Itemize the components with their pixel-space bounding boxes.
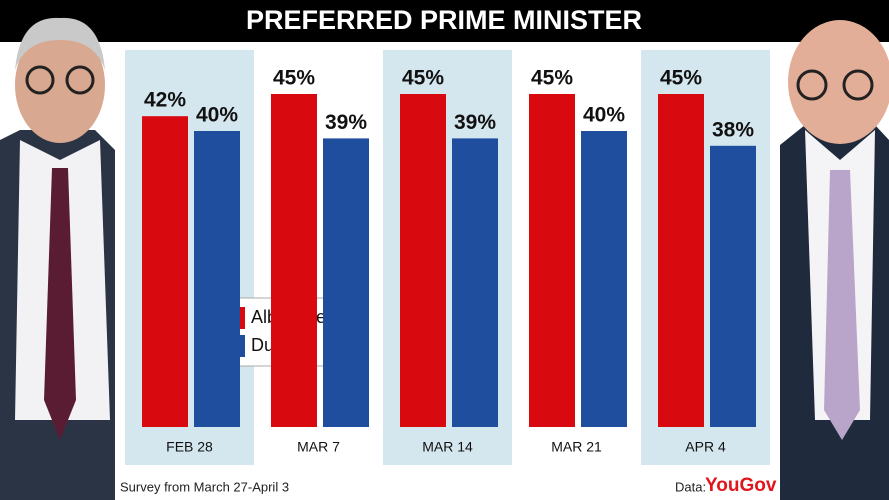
bar	[529, 94, 575, 427]
x-tick-label: MAR 14	[422, 439, 473, 455]
bar	[194, 131, 240, 427]
title-bar	[0, 0, 889, 42]
value-label: 45%	[402, 67, 444, 90]
value-label: 39%	[325, 111, 367, 134]
left-portrait	[0, 17, 115, 500]
value-label: 38%	[712, 118, 754, 141]
value-label: 39%	[454, 111, 496, 134]
bar	[710, 145, 756, 428]
bar	[142, 116, 188, 427]
x-tick-label: FEB 28	[166, 439, 213, 455]
x-tick-label: MAR 21	[551, 439, 602, 455]
value-label: 40%	[583, 104, 625, 127]
bar	[323, 138, 369, 427]
bar	[400, 94, 446, 427]
x-tick-label: APR 4	[685, 439, 726, 455]
value-label: 45%	[660, 67, 702, 90]
bar	[452, 138, 498, 427]
source-logo: YouGov	[705, 475, 777, 496]
bar	[271, 94, 317, 427]
value-label: 45%	[531, 67, 573, 90]
value-label: 40%	[196, 104, 238, 127]
source-label: Data:	[675, 479, 706, 494]
x-tick-label: MAR 7	[297, 439, 340, 455]
bar	[658, 94, 704, 427]
right-portrait	[780, 20, 889, 500]
footnote: Survey from March 27-April 3	[120, 479, 289, 494]
value-label: 45%	[273, 67, 315, 90]
value-label: 42%	[144, 89, 186, 112]
bar	[581, 131, 627, 427]
chart-title: PREFERRED PRIME MINISTER	[246, 5, 642, 35]
